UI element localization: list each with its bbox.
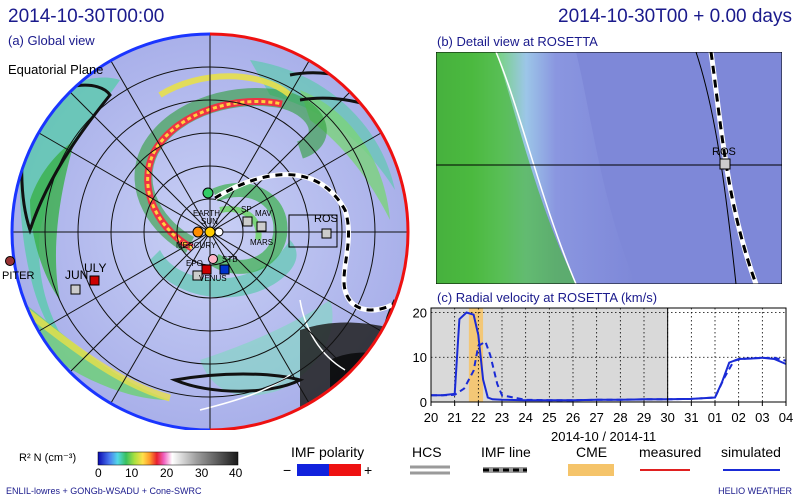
uly-label: ULY [84,261,107,275]
x-tick-label: 30 [660,410,674,425]
x-tick-label: 02 [731,410,745,425]
sta-marker [201,264,212,275]
ros-label: ROS [314,213,338,225]
footer-brand: HELIO WEATHER [718,486,792,496]
density-label: R² N (cm⁻³) [19,452,77,464]
x-tick-label: 31 [684,410,698,425]
imf-plus-label: + [364,462,373,478]
imf-minus-label: − [283,462,292,478]
imf-polarity-positive [329,464,361,476]
x-tick-label: 29 [637,410,651,425]
x-tick-label: 04 [779,410,793,425]
venus-label: VENUS [199,274,227,283]
x-tick-label: 03 [755,410,769,425]
hcs-swatch [410,465,450,475]
ros-marker [321,228,332,239]
density-tick-2: 20 [160,466,174,480]
mav-label: MAV [255,209,272,218]
x-tick-label: 21 [447,410,461,425]
uly-marker [89,275,100,286]
global-view-plot [5,32,410,430]
panel-b-title: (b) Detail view at ROSETTA [437,34,598,49]
density-tick-4: 40 [229,466,243,480]
x-tick-label: 01 [708,410,722,425]
x-tick-label: 20 [424,410,438,425]
header-right-title: 2014-10-30T00 + 0.00 days [558,6,792,27]
venus-marker [219,264,230,275]
panel-c-xlabel: 2014-10 / 2014-11 [551,429,657,444]
y-tick-label: 0 [420,395,427,410]
imf-polarity-label: IMF polarity [291,444,365,460]
piter-marker [5,256,15,266]
cme-label: CME [576,444,608,460]
piter-label: PITER [2,270,35,282]
detail-ros-label: ROS [712,146,736,158]
equatorial-plane-label: Equatorial Plane [8,62,104,77]
x-tick-label: 27 [589,410,603,425]
sp-label: SP [241,205,252,214]
stb-marker [208,254,218,264]
measured-label: measured [639,444,702,460]
y-tick-label: 10 [413,350,427,365]
timestamp: 2014-10-30T00:00 [8,6,165,27]
cme-swatch [568,464,614,476]
sp-marker [242,216,253,227]
imf-line-label: IMF line [481,444,531,460]
x-tick-label: 25 [542,410,556,425]
density-tick-0: 0 [95,466,102,480]
earth-marker [202,187,214,199]
epo-label: EPO [186,259,203,268]
sun-label: SUN [201,217,218,226]
radial-velocity-chart: 20 21 22 23 24 25 26 27 28 29 30 31 01 02 03 04 0 10 20 [413,305,794,425]
x-tick-label: 22 [471,410,485,425]
mercury-marker [192,226,204,238]
x-tick-label: 23 [495,410,509,425]
legend-bar [97,451,780,476]
detail-view-plot [436,52,782,284]
mercury-label: MERCURY [176,241,217,250]
x-tick-label: 24 [518,410,532,425]
imf-polarity-negative [297,464,329,476]
sun-marker [204,226,216,238]
ros-mini-marker [214,227,224,237]
density-tick-3: 30 [195,466,209,480]
x-tick-label: 26 [566,410,580,425]
mav-marker [256,221,267,232]
earth-label: EARTH [193,209,220,218]
stb-label: STB [222,255,238,264]
shaded-region [431,308,668,402]
simulated-label: simulated [721,444,781,460]
panel-a-title: (a) Global view [8,33,95,48]
epo-marker [192,270,203,281]
panel-c-title: (c) Radial velocity at ROSETTA (km/s) [437,290,658,305]
footer-model: ENLIL-lowres + GONGb-WSADU + Cone-SWRC [6,486,202,496]
hcs-label: HCS [412,444,442,460]
density-tick-1: 10 [125,466,139,480]
y-tick-label: 20 [413,305,427,320]
series-solid [431,311,787,402]
jun-label: JUN [65,268,89,282]
x-tick-label: 28 [613,410,627,425]
jun-marker [70,284,81,295]
plot-frame [430,307,787,403]
density-colorbar [97,451,239,466]
mars-label: MARS [250,238,274,247]
